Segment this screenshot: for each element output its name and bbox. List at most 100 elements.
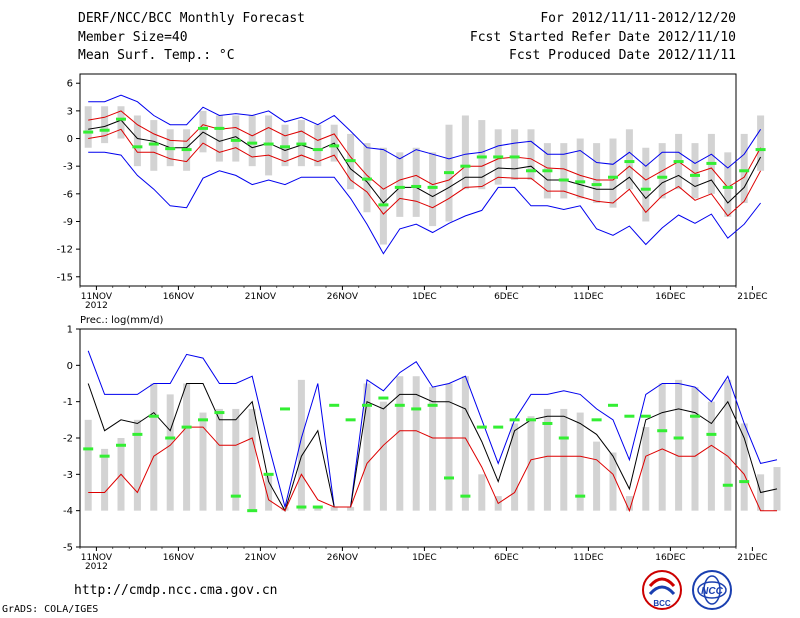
panel1-x-tick-label: 11DEC xyxy=(573,292,603,302)
panel1-spread-bar xyxy=(396,152,404,217)
panel1-x-tick-label: 11NOV xyxy=(81,292,113,302)
panel2-spread-bar xyxy=(281,507,289,511)
panel2-spread-bar xyxy=(461,376,469,511)
panel2-spread-bar xyxy=(347,507,355,511)
panel2-spread-bar xyxy=(133,419,141,511)
panel1-spread-bar xyxy=(625,129,633,190)
panel2-spread-bar xyxy=(609,452,617,511)
panel2-spread-bar xyxy=(707,401,715,511)
panel2-spread-bar xyxy=(740,423,748,511)
ncc-logo: NCC xyxy=(692,570,732,610)
panel2-x-tick-label: 21DEC xyxy=(737,553,767,563)
panel1-series-min-line xyxy=(88,151,761,255)
panel2-spread-bar xyxy=(199,412,207,511)
grads-credit: GrADS: COLA/IGES xyxy=(2,604,99,615)
panel2-x-tick-label: 16DEC xyxy=(655,553,685,563)
panel1-spread-bar xyxy=(133,115,141,167)
panel1-series-mean-line xyxy=(88,119,762,204)
panel2-spread-bar xyxy=(314,507,322,511)
panel2-x-tick-label: 11NOV xyxy=(81,553,113,563)
panel2-spread-bar xyxy=(429,387,437,511)
panel1-x-tick-label: 16NOV xyxy=(163,292,195,302)
bcc-logo-text: BCC xyxy=(653,599,671,608)
chart-title-line1: DERF/NCC/BCC Monthly Forecast xyxy=(78,11,305,26)
forecast-period-label: For 2012/11/11-2012/12/20 xyxy=(540,11,736,26)
panel2-spread-bar xyxy=(183,383,191,511)
panel1-spread-bar xyxy=(691,143,699,199)
panel1-spread-bar xyxy=(478,120,486,190)
panel1-spread-bar xyxy=(724,152,732,217)
panel1-spread-bar xyxy=(379,147,387,245)
panel2-spread-bar xyxy=(527,416,535,511)
panel1-spread-bar xyxy=(232,115,240,162)
panel2-y-tick-label: -5 xyxy=(63,543,73,554)
panel1-y-tick-label: 6 xyxy=(67,79,73,90)
panel2-spread-bar xyxy=(330,507,338,511)
panel1-y-tick-label: 3 xyxy=(67,106,73,117)
panel1-spread-bar xyxy=(642,147,650,222)
panel2-spread-bar xyxy=(445,383,453,511)
panel1-y-tick-label: -3 xyxy=(63,162,73,173)
panel2-spread-bar xyxy=(543,408,551,511)
panel2-y-tick-label: -3 xyxy=(63,470,73,481)
panel2-y-tick-label: 0 xyxy=(67,361,73,372)
panel2-y-tick-label: -4 xyxy=(63,506,73,517)
panel1-y-tick-label: -12 xyxy=(57,245,73,256)
panel2-title: Prec.: log(mm/d) xyxy=(80,315,163,326)
panel1-x-tick-label: 21NOV xyxy=(245,292,277,302)
panel2-spread-bar xyxy=(215,408,223,511)
panel2-spread-bar xyxy=(642,427,650,511)
panel2-x-tick-label: 21NOV xyxy=(245,553,277,563)
panel2-spread-bar xyxy=(576,412,584,511)
panel1-spread-bar xyxy=(461,115,469,190)
panel2-spread-bar xyxy=(297,379,305,511)
panel1-x-tick-label: 6DEC xyxy=(494,292,519,302)
panel1-spread-bar xyxy=(511,129,519,180)
panel1-x-tick-label: 16DEC xyxy=(655,292,685,302)
panel2-spread-bar xyxy=(265,474,273,511)
panel2-series-mean-line xyxy=(87,383,778,512)
panel1-y-tick-label: 0 xyxy=(67,134,73,145)
panel2-series-max-line xyxy=(87,350,778,508)
panel1-spread-bar xyxy=(215,115,223,162)
panel2-spread-bar xyxy=(658,383,666,511)
panel2-y-tick-label: 1 xyxy=(67,325,73,336)
panel1-spread-bar xyxy=(560,143,568,199)
panel2-spread-bar xyxy=(166,394,174,511)
panel1-x-tick-label: 21DEC xyxy=(737,292,767,302)
panel2-spread-bar xyxy=(150,383,158,511)
panel2-x-tick-label: 26NOV xyxy=(327,553,359,563)
panel1-spread-bar xyxy=(314,124,322,167)
panel1-series-lower-line xyxy=(88,128,762,217)
panel2-spread-bar xyxy=(675,379,683,511)
panel2-x-tick-label: 1DEC xyxy=(412,553,437,563)
panel1-spread-bar xyxy=(609,138,617,208)
panel2-x-tick-label: 11DEC xyxy=(573,553,603,563)
member-size-label: Member Size=40 xyxy=(78,30,188,45)
panel2-spread-bar xyxy=(724,379,732,511)
panel2-spread-bar xyxy=(625,496,633,511)
panel1-spread-bar xyxy=(757,115,765,171)
panel1-y-tick-label: -15 xyxy=(57,272,73,283)
panel1-spread-bar xyxy=(248,115,256,167)
panel1-x-tick-label: 1DEC xyxy=(412,292,437,302)
panel1-spread-bar xyxy=(527,129,535,180)
panel2-spread-bar xyxy=(593,441,601,511)
panel2-spread-bar xyxy=(396,376,404,511)
panel1-spread-bar xyxy=(101,106,109,144)
produced-date-label: Fcst Produced Date 2012/11/11 xyxy=(509,48,736,63)
panel1-y-tick-label: -9 xyxy=(63,217,73,228)
panel1-x-tick-label: 26NOV xyxy=(327,292,359,302)
agency-logos: BCC NCC xyxy=(642,570,732,610)
panel2-y-tick-label: -1 xyxy=(63,397,73,408)
panel2-spread-bar xyxy=(511,423,519,511)
panel1-spread-bar xyxy=(740,133,748,204)
panel2-spread-bar xyxy=(101,448,109,511)
panel1-frame xyxy=(79,73,737,287)
panel2-spread-bar xyxy=(84,419,92,511)
panel2-spread-bar xyxy=(379,401,387,511)
ncc-logo-text: NCC xyxy=(701,586,723,597)
source-url[interactable]: http://cmdp.ncc.cma.gov.cn xyxy=(74,583,278,598)
bcc-logo: BCC xyxy=(642,570,682,610)
